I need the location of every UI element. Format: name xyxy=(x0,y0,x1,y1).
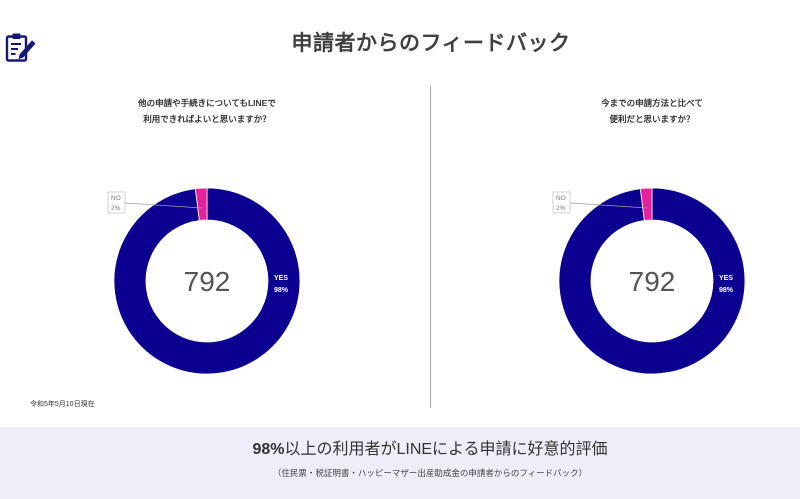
summary-headline-emphasis: 98% xyxy=(252,441,285,458)
slice-yes xyxy=(558,187,746,375)
yes-category-label: YES xyxy=(719,275,733,282)
center-total-label: 792 xyxy=(184,266,231,297)
yes-value-label: 98% xyxy=(274,287,289,294)
yes-category-label: YES xyxy=(274,275,288,282)
chart-question-left: 他の申請や手続きについてもLINEで 利用できればよいと思いますか？ xyxy=(87,95,327,127)
center-total-label: 792 xyxy=(629,266,676,297)
clipboard-edit-icon xyxy=(4,31,36,63)
yes-value-label: 98% xyxy=(719,287,734,294)
slice-yes xyxy=(113,187,301,375)
donut-chart-right: 792 YES 98% NO 2% xyxy=(552,187,746,375)
page-title: 申請者からのフィードバック xyxy=(291,32,571,55)
question-line: 今までの申請方法と比べて xyxy=(601,98,703,108)
slice-no xyxy=(639,187,653,221)
no-callout-box xyxy=(552,191,571,214)
chart-question-right: 今までの申請方法と比べて 便利だと思いますか？ xyxy=(532,95,772,127)
summary-headline-text: 以上の利用者がLINEによる申請に好意的評価 xyxy=(284,441,608,458)
no-leader-line xyxy=(124,202,203,209)
no-value-label: 2% xyxy=(556,205,566,212)
question-line: 他の申請や手続きについてもLINEで xyxy=(138,98,276,108)
no-leader-line xyxy=(569,202,648,209)
summary-content: 98%以上の利用者がLINEによる申請に好意的評価 （住民票・税証明書・ハッピー… xyxy=(60,427,800,499)
question-line: 利用できればよいと思いますか？ xyxy=(143,114,271,124)
donut-chart-left: 792 YES 98% NO 2% xyxy=(107,187,301,375)
no-category-label: NO xyxy=(556,195,566,202)
summary-band: 98%以上の利用者がLINEによる申請に好意的評価 （住民票・税証明書・ハッピー… xyxy=(0,427,800,499)
summary-headline: 98%以上の利用者がLINEによる申請に好意的評価 xyxy=(60,440,800,460)
no-value-label: 2% xyxy=(111,205,121,212)
question-line: 便利だと思いますか？ xyxy=(609,114,695,124)
as-of-date: 令和5年5月10日現在 xyxy=(30,401,95,408)
clipboard-edit-icon-graphic xyxy=(5,33,36,62)
no-category-label: NO xyxy=(111,195,121,202)
no-callout-box xyxy=(107,191,126,214)
vertical-divider xyxy=(430,86,431,408)
slice-no xyxy=(194,187,208,221)
summary-note: （住民票・税証明書・ハッピーマザー出産助成金の申請者からのフィードバック） xyxy=(272,468,588,478)
